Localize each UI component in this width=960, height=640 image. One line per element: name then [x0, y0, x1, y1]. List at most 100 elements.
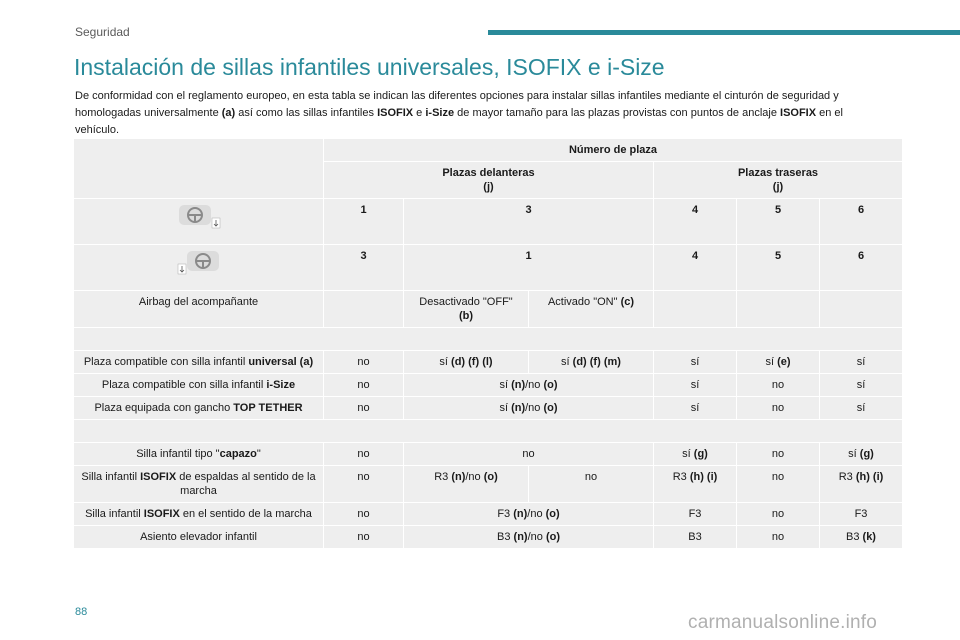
text: Silla infantil: [85, 508, 144, 520]
table-cell: sí: [654, 374, 737, 397]
seat-number-header: Número de plaza: [324, 139, 903, 162]
table-cell: F3: [654, 503, 737, 526]
table-cell: F3: [820, 503, 903, 526]
airbag-off-note: (b): [458, 310, 474, 322]
table-row: Silla infantil tipo "capazo" no no sí (g) no…: [74, 443, 903, 466]
row-label: Silla infantil ISOFIX de espaldas al sen…: [74, 466, 324, 503]
table-row: Silla infantil ISOFIX de espaldas al sen…: [74, 466, 903, 503]
text: en el vehículo.: [75, 107, 843, 136]
bold-text: (g): [859, 448, 874, 460]
table-cell: sí: [654, 397, 737, 420]
table-row: Plaza equipada con gancho TOP TETHER no sí…: [74, 397, 903, 420]
bold-text: i-Size: [425, 107, 455, 119]
text: no: [357, 356, 370, 368]
table-cell: sí (d) (f) (m): [529, 351, 654, 374]
bold-text: (n): [511, 402, 526, 414]
lhd-seat-5: 6: [820, 199, 903, 245]
text: Plaza compatible con silla infantil: [83, 356, 249, 368]
bold-text: (o): [545, 508, 560, 520]
table-cell: sí: [820, 374, 903, 397]
text: R3: [838, 471, 856, 483]
text: de espaldas al sentido de la marcha: [176, 471, 316, 497]
lhd-icon-cell: [74, 199, 324, 245]
airbag-label: Airbag del acompañante: [74, 291, 324, 328]
text: R3: [672, 471, 690, 483]
airbag-empty: [654, 291, 737, 328]
text: /no: [465, 471, 484, 483]
text: no: [357, 531, 370, 543]
row-label: Plaza compatible con silla infantil univ…: [74, 351, 324, 374]
bold-text: ISOFIX: [143, 508, 180, 520]
bold-text: (n): [513, 531, 528, 543]
row-label: Silla infantil ISOFIX en el sentido de l…: [74, 503, 324, 526]
steering-wheel-right-icon: [177, 249, 221, 275]
row-label: Asiento elevador infantil: [74, 526, 324, 549]
header-accent-bar: [488, 30, 960, 35]
table-cell: sí (n)/no (o): [404, 374, 654, 397]
table-cell: sí (g): [654, 443, 737, 466]
table-cell: sí (d) (f) (l): [404, 351, 529, 374]
rear-seats-label: Plazas traseras: [737, 167, 819, 179]
table-cell: no: [737, 466, 820, 503]
text: sí: [690, 356, 700, 368]
table-cell: no: [737, 443, 820, 466]
row-label: Silla infantil tipo "capazo": [74, 443, 324, 466]
airbag-empty: [820, 291, 903, 328]
bold-text: ISOFIX: [140, 471, 177, 483]
lhd-seat-2: 3: [404, 199, 654, 245]
rear-seats-header: Plazas traseras (j): [654, 162, 903, 199]
lhd-seat-1: 1: [324, 199, 404, 245]
table-cell: no: [324, 526, 404, 549]
text: sí: [856, 356, 866, 368]
text: no: [357, 448, 370, 460]
table-cell: no: [324, 374, 404, 397]
row-label: Plaza compatible con silla infantil i-Si…: [74, 374, 324, 397]
text: no: [584, 471, 598, 483]
bold-text: (n): [513, 508, 528, 520]
table-cell: no: [324, 466, 404, 503]
table-cell: no: [324, 351, 404, 374]
text: no: [357, 379, 370, 391]
bold-text: (h) (i): [689, 471, 718, 483]
bold-text: TOP TETHER: [233, 402, 303, 414]
lhd-seat-4: 5: [737, 199, 820, 245]
text: no: [357, 402, 370, 414]
text: /no: [525, 379, 544, 391]
bold-text: (k): [862, 531, 876, 543]
text: en el sentido de la marcha: [179, 508, 312, 520]
text: F3: [688, 508, 702, 520]
lhd-seat-3: 4: [654, 199, 737, 245]
table-cell: R3 (h) (i): [820, 466, 903, 503]
steering-wheel-left-icon: [177, 203, 221, 229]
text: no: [771, 402, 785, 414]
text: no: [357, 508, 370, 520]
bold-text: (o): [545, 531, 560, 543]
text: no: [771, 379, 785, 391]
text: no: [771, 471, 785, 483]
text: B3: [846, 531, 863, 543]
text: sí: [499, 379, 512, 391]
bold-text: universal (a): [248, 356, 314, 368]
text: sí: [690, 379, 700, 391]
bold-text: (o): [483, 471, 498, 483]
bold-text: ISOFIX: [377, 107, 414, 119]
table-row: Asiento elevador infantil no B3 (n)/no (o)…: [74, 526, 903, 549]
text: R3: [434, 471, 452, 483]
text: no: [522, 448, 535, 460]
child-seat-table: Número de plaza Plazas delanteras (j) Pla…: [74, 139, 903, 549]
airbag-on-note: (c): [620, 296, 635, 308]
table-row: Plaza compatible con silla infantil univ…: [74, 351, 903, 374]
table-cell: no: [737, 526, 820, 549]
text: no: [771, 508, 785, 520]
bold-text: (a): [221, 107, 236, 119]
table-cell: F3 (n)/no (o): [404, 503, 654, 526]
table-cell: sí (n)/no (o): [404, 397, 654, 420]
bold-text: (n): [511, 379, 526, 391]
airbag-off-text: Desactivado "OFF": [419, 296, 513, 308]
airbag-on-cell: Activado "ON" (c): [529, 291, 654, 328]
rear-seats-note: (j): [772, 181, 784, 193]
table-cell: no: [324, 503, 404, 526]
text: sí: [561, 356, 573, 368]
text: /no: [525, 402, 544, 414]
text: así como las sillas infantiles: [235, 107, 378, 119]
